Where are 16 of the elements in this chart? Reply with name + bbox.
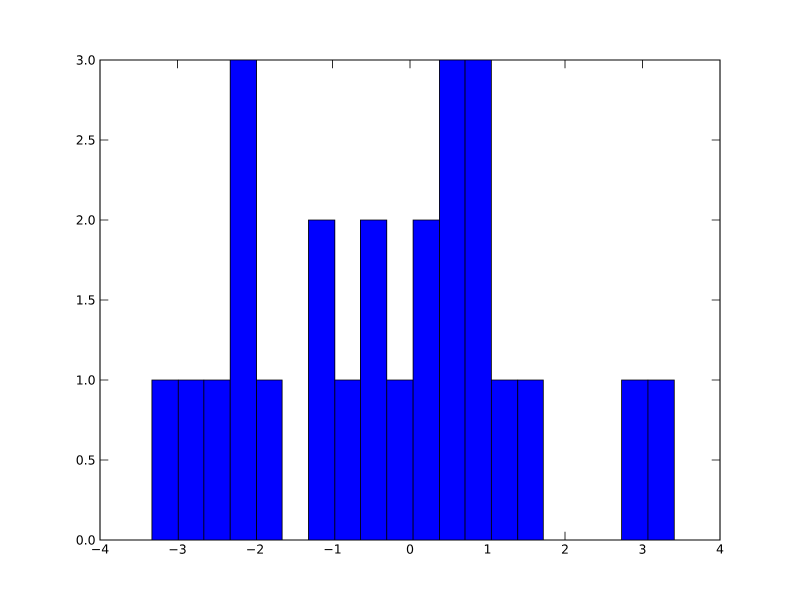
y-tick-label: 3.0 (76, 55, 95, 65)
x-tick-label: 3 (640, 544, 646, 554)
y-tick-label: 0.0 (76, 535, 95, 545)
x-tick-label: −3 (170, 544, 186, 554)
y-tick-label: 2.0 (76, 215, 95, 225)
x-tick-label: −2 (247, 544, 263, 554)
x-tick-label: 0 (406, 544, 414, 554)
x-tick-label: 1 (484, 544, 490, 554)
y-tick-label: 1.5 (77, 295, 94, 305)
x-tick-label: −4 (92, 544, 108, 554)
y-tick-label: 2.5 (76, 135, 94, 145)
y-tick-label: 0.5 (76, 455, 94, 465)
x-tick-label: 2 (562, 544, 568, 554)
y-tick-label: 1.0 (77, 375, 95, 385)
x-tick-label: 4 (716, 544, 724, 554)
x-tick-label: −1 (324, 544, 341, 554)
